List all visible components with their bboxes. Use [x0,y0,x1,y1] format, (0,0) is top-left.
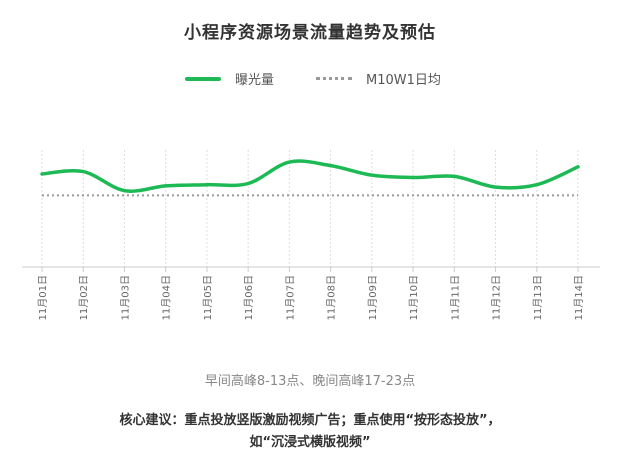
exposure-point-9 [370,173,374,177]
x-tick-label-13: 11月13日 [532,275,544,320]
legend-dotted-swatch [316,77,352,80]
x-tick-label-2: 11月02日 [78,275,90,320]
exposure-point-11 [452,174,456,178]
x-tick-label-6: 11月06日 [243,275,255,320]
legend-label-exposure: 曝光量 [235,73,275,88]
exposure-point-3 [122,189,126,193]
x-tick-label-3: 11月03日 [119,275,131,320]
advice-line-1: 核心建议：重点投放竖版激励视频广告；重点使用“按形态投放”， [119,413,501,428]
x-tick-label-10: 11月10日 [408,275,420,320]
x-tick-label-12: 11月12日 [491,275,503,320]
x-tick-label-14: 11月14日 [573,275,585,320]
x-tick-label-9: 11月09日 [367,275,379,320]
exposure-point-7 [287,160,291,164]
series-exposure-line [40,159,580,193]
exposure-point-8 [329,164,333,168]
chart-legend: 曝光量 M10W1日均 [0,69,620,89]
x-tick-label-1: 11月01日 [37,275,49,320]
chart-title: 小程序资源场景流量趋势及预估 [184,23,436,43]
exposure-point-4 [164,184,168,188]
exposure-point-13 [535,183,539,187]
peak-hours-note: 早间高峰8-13点、晚间高峰17-23点 [204,374,416,389]
x-tick-label-7: 11月07日 [284,275,296,320]
legend-line-swatch [185,76,221,81]
exposure-point-2 [81,170,85,174]
exposure-point-10 [411,176,415,180]
x-tick-label-5: 11月05日 [202,275,214,320]
exposure-point-1 [40,172,44,176]
advice-text: 核心建议：重点投放竖版激励视频广告；重点使用“按形态投放”， 如“沉浸式横版视频… [0,410,620,454]
legend-item-exposure: 曝光量 [185,69,274,88]
x-tick-label-4: 11月04日 [161,275,173,320]
advice-line-2: 如“沉浸式横版视频” [249,435,371,450]
exposure-point-12 [494,185,498,189]
line-chart: 11月01日 11月02日 11月03日 11月04日 11月05日 11月06日 11月0… [22,150,600,320]
legend-label-average: M10W1日均 [366,73,441,88]
exposure-point-14 [576,165,580,169]
x-tick-label-8: 11月08日 [326,275,338,320]
legend-item-average: M10W1日均 [316,69,441,88]
exposure-point-5 [205,183,209,187]
x-tick-label-11: 11月11日 [449,275,461,320]
exposure-point-6 [246,182,250,185]
